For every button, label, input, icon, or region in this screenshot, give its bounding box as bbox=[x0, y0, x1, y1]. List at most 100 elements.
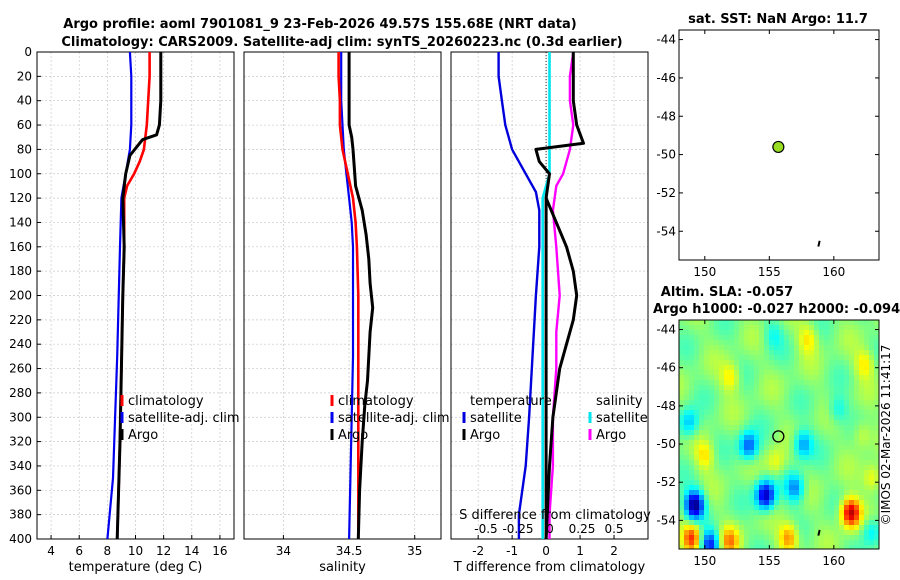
sla-cell bbox=[804, 520, 810, 526]
sla-cell bbox=[709, 530, 715, 536]
sla-cell bbox=[749, 400, 755, 406]
sla-cell bbox=[804, 480, 810, 486]
sla-cell bbox=[689, 405, 695, 411]
sla-cell bbox=[714, 485, 720, 491]
sla-cell bbox=[704, 480, 710, 486]
sla-cell bbox=[794, 380, 800, 386]
sla-cell bbox=[834, 485, 840, 491]
sla-cell bbox=[754, 435, 760, 441]
sla-cell bbox=[679, 335, 685, 341]
sla-cell bbox=[734, 410, 740, 416]
sla-cell bbox=[864, 510, 870, 516]
sla-cell bbox=[754, 420, 760, 426]
sla-cell bbox=[784, 545, 790, 550]
sla-cell bbox=[724, 535, 730, 541]
sla-cell bbox=[684, 515, 690, 521]
sla-cell bbox=[824, 470, 830, 476]
sla-cell bbox=[844, 365, 850, 371]
sla-cell bbox=[874, 450, 880, 456]
sla-cell bbox=[784, 425, 790, 431]
sla-cell bbox=[764, 510, 770, 516]
sla-cell bbox=[819, 325, 825, 331]
sla-cell bbox=[739, 515, 745, 521]
sla-cell bbox=[769, 430, 775, 436]
sla-cell bbox=[744, 450, 750, 456]
sla-cell bbox=[804, 425, 810, 431]
sla-cell bbox=[804, 525, 810, 531]
sla-cell bbox=[729, 450, 735, 456]
sla-cell bbox=[739, 540, 745, 546]
sla-cell bbox=[729, 385, 735, 391]
sla-cell bbox=[764, 415, 770, 421]
sla-cell bbox=[699, 495, 705, 501]
y-tick-label: -50 bbox=[656, 437, 676, 451]
sla-cell bbox=[849, 510, 855, 516]
sla-cell bbox=[834, 400, 840, 406]
sla-cell bbox=[759, 520, 765, 526]
sla-cell bbox=[864, 490, 870, 496]
sla-cell bbox=[739, 435, 745, 441]
sla-cell bbox=[874, 410, 880, 416]
sla-cell bbox=[739, 450, 745, 456]
sla-cell bbox=[834, 405, 840, 411]
sla-cell bbox=[874, 495, 880, 501]
x-tick-label: -2 bbox=[472, 544, 484, 558]
sla-cell bbox=[719, 405, 725, 411]
sla-cell bbox=[854, 425, 860, 431]
sla-cell bbox=[769, 400, 775, 406]
sla-cell bbox=[759, 530, 765, 536]
sla-cell bbox=[859, 525, 865, 531]
sla-cell bbox=[694, 415, 700, 421]
sla-cell bbox=[824, 385, 830, 391]
sla-cell bbox=[809, 385, 815, 391]
sla-cell bbox=[734, 545, 740, 550]
sla-cell bbox=[689, 495, 695, 501]
sla-cell bbox=[849, 440, 855, 446]
sla-cell bbox=[754, 385, 760, 391]
sla-cell bbox=[834, 430, 840, 436]
sla-cell bbox=[809, 475, 815, 481]
sla-cell bbox=[679, 455, 685, 461]
sla-cell bbox=[764, 515, 770, 521]
sst-map-panel: 150 155 160-44-46-48-50-52-54 bbox=[656, 29, 880, 279]
sla-cell bbox=[764, 405, 770, 411]
sla-cell bbox=[819, 390, 825, 396]
sla-cell bbox=[689, 330, 695, 336]
sla-cell bbox=[794, 395, 800, 401]
top-tick-label: -0.25 bbox=[502, 522, 533, 536]
sla-cell bbox=[874, 380, 880, 386]
sla-cell bbox=[834, 495, 840, 501]
sla-cell bbox=[784, 470, 790, 476]
sla-cell bbox=[789, 335, 795, 341]
sla-cell bbox=[849, 385, 855, 391]
sla-cell bbox=[814, 415, 820, 421]
sla-cell bbox=[729, 400, 735, 406]
sla-cell bbox=[864, 480, 870, 486]
sla-cell bbox=[769, 470, 775, 476]
sla-cell bbox=[714, 470, 720, 476]
sla-cell bbox=[749, 475, 755, 481]
legend-label: Argo bbox=[470, 428, 500, 443]
sla-cell bbox=[689, 390, 695, 396]
sla-cell bbox=[794, 530, 800, 536]
sla-cell bbox=[819, 485, 825, 491]
sla-cell bbox=[679, 535, 685, 541]
sla-cell bbox=[704, 410, 710, 416]
sla-cell bbox=[819, 400, 825, 406]
sla-cell bbox=[859, 505, 865, 511]
sla-cell bbox=[749, 405, 755, 411]
sla-cell bbox=[699, 505, 705, 511]
series-line-s-satellite bbox=[541, 52, 551, 539]
sla-cell bbox=[844, 475, 850, 481]
sla-cell bbox=[854, 535, 860, 541]
sla-cell bbox=[699, 520, 705, 526]
figure-title-line1: Argo profile: aoml 7901081_9 23-Feb-2026… bbox=[63, 17, 576, 32]
sla-cell bbox=[714, 465, 720, 471]
sla-cell bbox=[864, 355, 870, 361]
sla-cell bbox=[689, 355, 695, 361]
sla-cell bbox=[769, 395, 775, 401]
sla-cell bbox=[794, 545, 800, 550]
sla-cell bbox=[689, 475, 695, 481]
sla-cell bbox=[794, 435, 800, 441]
sla-cell bbox=[829, 540, 835, 546]
